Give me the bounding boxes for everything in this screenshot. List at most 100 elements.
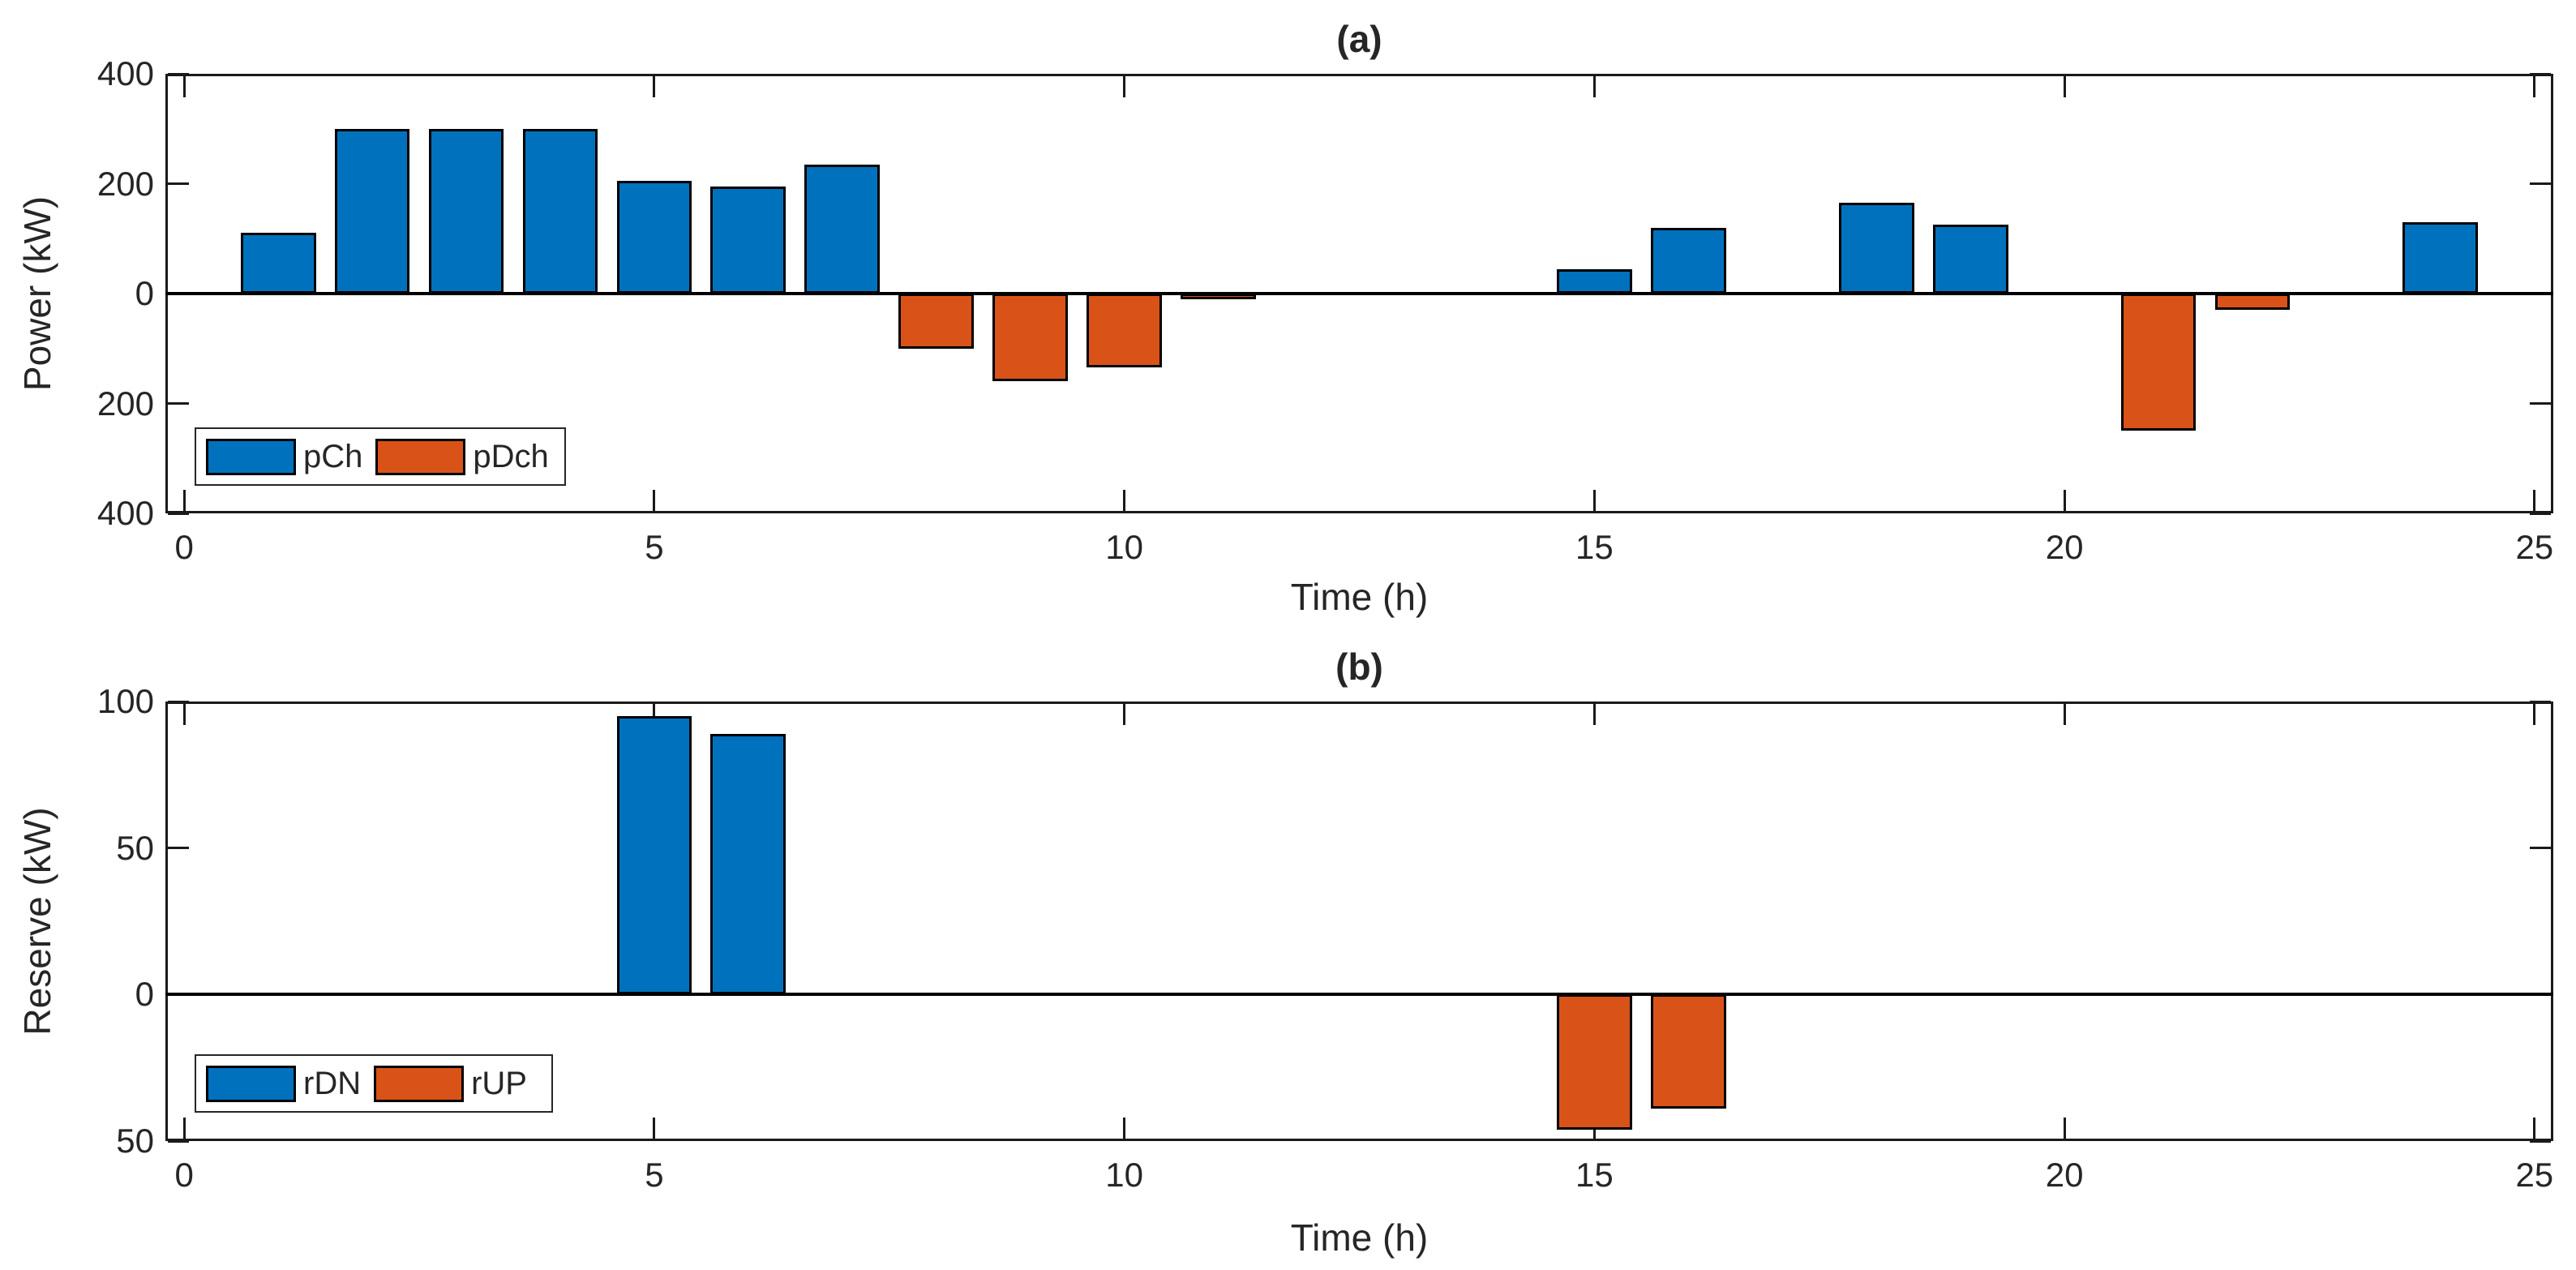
x-tick-label: 10 [1105, 1156, 1143, 1194]
y-tick-mark [168, 512, 189, 515]
x-tick-label: 0 [174, 1156, 194, 1194]
legend-swatch-pCh [206, 438, 296, 475]
y-tick-label: 50 [116, 828, 154, 867]
subplot-b-legend: rDN rUP [195, 1054, 553, 1113]
x-tick-mark [182, 1118, 186, 1139]
y-tick-mark [168, 847, 189, 850]
x-tick-label: 15 [1575, 1156, 1614, 1194]
y-tick-mark [168, 402, 189, 405]
x-tick-mark [2063, 490, 2066, 511]
x-tick-label: 15 [1575, 528, 1614, 566]
bar-pCh [334, 128, 410, 294]
x-tick-mark-top [2533, 704, 2536, 725]
y-tick-mark-right [2530, 72, 2551, 75]
y-tick-label: 400 [96, 54, 154, 92]
bar-pCh [1838, 203, 1914, 294]
bar-rUP [1650, 994, 1726, 1109]
legend-swatch-rUP [374, 1065, 465, 1102]
y-tick-label: 400 [96, 494, 154, 532]
x-tick-mark [653, 1118, 656, 1139]
x-tick-mark [182, 490, 186, 511]
legend-label-pDch: pDch [473, 438, 549, 474]
y-tick-mark [168, 1139, 189, 1143]
x-tick-label: 0 [174, 528, 194, 566]
legend-label-rDN: rDN [303, 1065, 362, 1101]
bar-pCh [2402, 221, 2479, 294]
bar-pCh [1556, 268, 1632, 294]
x-tick-label: 20 [2045, 1156, 2084, 1194]
y-tick-mark [168, 182, 189, 185]
bar-pCh [804, 164, 881, 294]
x-tick-mark-top [2063, 76, 2066, 97]
bar-pCh [710, 186, 787, 294]
y-tick-label: 50 [116, 1122, 154, 1160]
bar-pCh [1932, 225, 2008, 294]
bar-pCh [616, 181, 692, 294]
y-tick-mark [168, 700, 189, 703]
bar-pCh [522, 128, 598, 294]
y-tick-label: 0 [135, 975, 154, 1014]
y-tick-mark-right [2530, 847, 2551, 850]
y-tick-mark-right [2530, 182, 2551, 185]
bar-pDch [992, 294, 1069, 382]
zero-axis-line [165, 292, 2553, 295]
bar-rUP [1556, 994, 1632, 1130]
subplot-a-title: (a) [1336, 18, 1382, 60]
x-tick-mark-top [2533, 76, 2536, 97]
x-tick-mark-top [1592, 704, 1596, 725]
subplot-a-x-axis-label: Time (h) [1290, 576, 1429, 618]
x-tick-mark-top [653, 76, 656, 97]
zero-axis-line [165, 993, 2553, 997]
x-tick-mark-top [182, 76, 186, 97]
y-tick-mark-right [2530, 700, 2551, 703]
bar-pDch [2214, 294, 2291, 311]
y-tick-mark-right [2530, 402, 2551, 405]
x-tick-mark [2533, 1118, 2536, 1139]
x-tick-mark-top [1123, 704, 1126, 725]
x-tick-mark [653, 490, 656, 511]
bar-pDch [898, 294, 975, 349]
x-tick-mark-top [653, 704, 656, 725]
bar-pCh [240, 233, 316, 294]
subplot-a-legend: pCh pDch [195, 427, 566, 486]
legend-label-pCh: pCh [303, 438, 363, 474]
x-tick-label: 25 [2515, 528, 2554, 566]
bar-rDN [710, 733, 787, 995]
legend-swatch-pDch [375, 438, 466, 475]
x-tick-mark [1123, 490, 1126, 511]
bar-pDch [2120, 294, 2197, 431]
y-tick-mark [168, 72, 189, 75]
legend-swatch-rDN [206, 1065, 296, 1102]
y-tick-mark-right [2530, 1139, 2551, 1143]
legend-label-rUP: rUP [471, 1065, 527, 1101]
y-tick-mark-right [2530, 512, 2551, 515]
x-tick-label: 10 [1105, 528, 1143, 566]
x-tick-mark-top [1123, 76, 1126, 97]
x-tick-mark-top [2063, 704, 2066, 725]
bar-pCh [1650, 227, 1726, 294]
axes-frame [165, 702, 2553, 1141]
x-tick-mark-top [182, 704, 186, 725]
x-tick-label: 20 [2045, 528, 2084, 566]
y-tick-label: 0 [135, 274, 154, 312]
y-tick-label: 100 [96, 682, 154, 720]
subplot-b-title: (b) [1335, 646, 1383, 688]
x-tick-label: 25 [2515, 1156, 2554, 1194]
x-tick-mark [1123, 1118, 1126, 1139]
x-tick-mark [2533, 490, 2536, 511]
x-tick-mark [2063, 1118, 2066, 1139]
y-tick-label: 200 [96, 384, 154, 423]
y-tick-label: 200 [96, 164, 154, 203]
bar-rDN [616, 716, 692, 995]
x-tick-mark-top [1592, 76, 1596, 97]
bar-pCh [428, 128, 504, 294]
x-tick-label: 5 [645, 528, 664, 566]
subplot-b-x-axis-label: Time (h) [1290, 1216, 1429, 1259]
bar-pDch [1087, 294, 1162, 368]
x-tick-label: 5 [645, 1156, 664, 1194]
x-tick-mark [1592, 490, 1596, 511]
bar-pDch [1181, 294, 1256, 299]
